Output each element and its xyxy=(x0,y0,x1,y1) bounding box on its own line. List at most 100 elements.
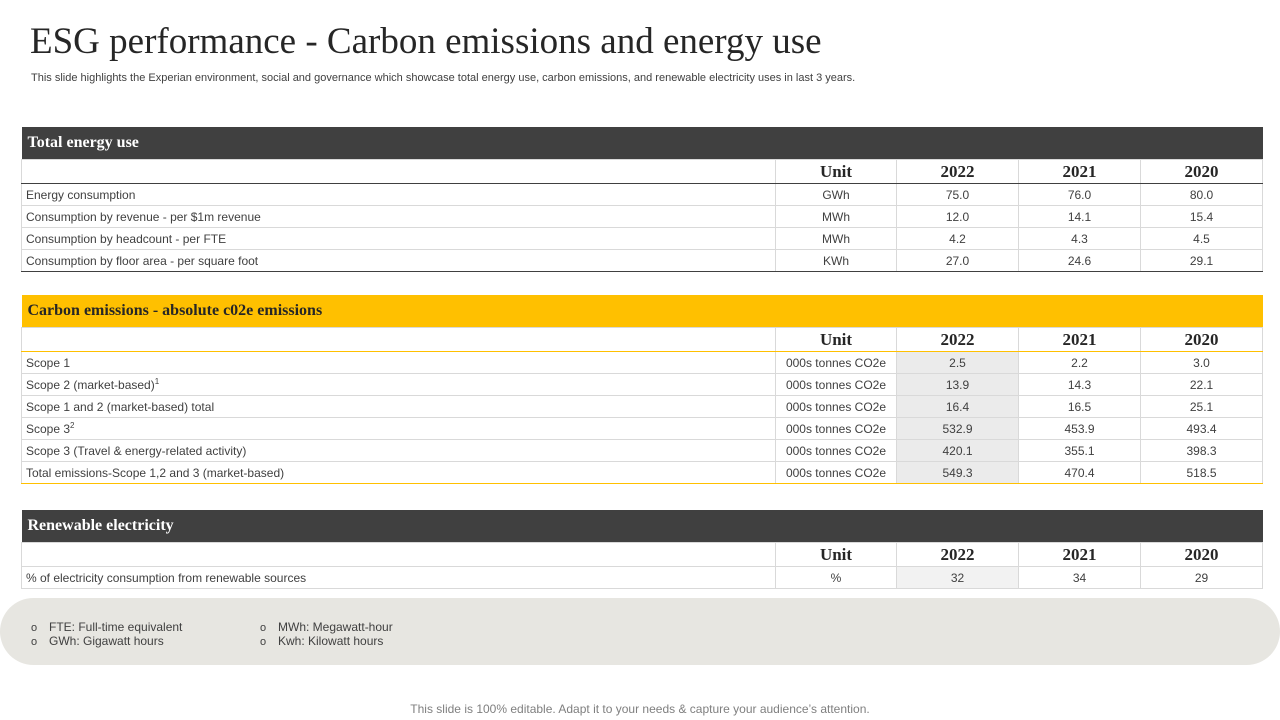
note-item: o Kwh: Kilowatt hours xyxy=(260,634,383,648)
renewable-unit-header: Unit xyxy=(775,542,897,567)
energy-table: Total energy use Unit 2022 2021 2020 Ene… xyxy=(21,127,1264,272)
carbon-blank-header xyxy=(21,327,776,352)
value-2020: 22.1 xyxy=(1139,373,1264,396)
value-2020: 80.0 xyxy=(1139,183,1264,206)
row-label: Scope 2 (market-based)1 xyxy=(21,373,776,396)
note-item: o FTE: Full-time equivalent xyxy=(31,620,182,634)
row-label: Scope 3 (Travel & energy-related activit… xyxy=(21,439,776,462)
abbreviations-panel: o FTE: Full-time equivalent o GWh: Gigawat… xyxy=(0,598,1280,665)
row-unit: 000s tonnes CO2e xyxy=(775,395,897,418)
row-label: % of electricity consumption from renewa… xyxy=(21,566,776,589)
value-2020: 15.4 xyxy=(1139,205,1264,228)
row-label: Scope 1 xyxy=(21,351,776,374)
renewable-blank-header xyxy=(21,542,776,567)
value-2021: 453.9 xyxy=(1018,417,1141,440)
energy-blank-header xyxy=(21,159,776,184)
note-item: o MWh: Megawatt-hour xyxy=(260,620,393,634)
note-text: MWh: Megawatt-hour xyxy=(278,620,393,634)
note-text: FTE: Full-time equivalent xyxy=(49,620,183,634)
value-2021: 355.1 xyxy=(1018,439,1141,462)
table-row: Consumption by floor area - per square f… xyxy=(21,249,1264,272)
footnote-marker: 2 xyxy=(70,421,75,430)
carbon-2021-header: 2021 xyxy=(1018,327,1141,352)
carbon-2022-header: 2022 xyxy=(896,327,1019,352)
row-unit: KWh xyxy=(775,249,897,272)
row-label: Consumption by floor area - per square f… xyxy=(21,249,776,272)
table-row: % of electricity consumption from renewa… xyxy=(21,566,1264,589)
carbon-2020-header: 2020 xyxy=(1139,327,1264,352)
value-2021: 14.3 xyxy=(1018,373,1141,396)
value-2021: 34 xyxy=(1018,566,1141,589)
footer-text: This slide is 100% editable. Adapt it to… xyxy=(410,702,870,716)
row-label-text: Scope 1 xyxy=(26,355,71,370)
renewable-2021-header: 2021 xyxy=(1018,542,1141,567)
carbon-heading: Carbon emissions - absolute c02e emissio… xyxy=(21,295,1263,328)
row-unit: % xyxy=(775,566,897,589)
page-title: ESG performance - Carbon emissions and e… xyxy=(30,21,822,62)
row-label: Scope 32 xyxy=(21,417,776,440)
row-label: Total emissions-Scope 1,2 and 3 (market-… xyxy=(21,461,776,484)
note-item: o GWh: Gigawatt hours xyxy=(31,634,164,648)
value-2022: 532.9 xyxy=(896,417,1019,440)
value-2022: 75.0 xyxy=(896,183,1019,206)
value-2021: 16.5 xyxy=(1018,395,1141,418)
table-row: Energy consumption GWh 75.0 76.0 80.0 xyxy=(21,183,1264,206)
renewable-2022-header: 2022 xyxy=(896,542,1019,567)
row-label-text: Scope 3 (Travel & energy-related activit… xyxy=(26,443,247,458)
value-2021: 470.4 xyxy=(1018,461,1141,484)
value-2022: 12.0 xyxy=(896,205,1019,228)
energy-2020-header: 2020 xyxy=(1139,159,1264,184)
energy-2022-header: 2022 xyxy=(896,159,1019,184)
bullet-icon: o xyxy=(260,636,267,648)
value-2021: 2.2 xyxy=(1018,351,1141,374)
renewable-2020-header: 2020 xyxy=(1139,542,1264,567)
bullet-icon: o xyxy=(260,622,267,634)
renewable-table: Renewable electricity Unit 2022 2021 202… xyxy=(21,510,1264,589)
row-unit: MWh xyxy=(775,205,897,228)
value-2021: 4.3 xyxy=(1018,227,1141,250)
value-2020: 493.4 xyxy=(1139,417,1264,440)
bullet-icon: o xyxy=(31,622,38,634)
footnote-marker: 1 xyxy=(154,377,160,386)
row-label: Energy consumption xyxy=(21,183,776,206)
row-unit: 000s tonnes CO2e xyxy=(775,373,897,396)
table-row: Scope 2 (market-based)1 000s tonnes CO2e… xyxy=(21,373,1264,396)
value-2022: 2.5 xyxy=(896,351,1019,374)
value-2022: 32 xyxy=(896,566,1019,589)
value-2020: 4.5 xyxy=(1139,227,1264,250)
carbon-table: Carbon emissions - absolute c02e emissio… xyxy=(21,295,1264,484)
table-row: Consumption by revenue - per $1m revenue… xyxy=(21,205,1264,228)
value-2022: 420.1 xyxy=(896,439,1019,462)
row-label-text: Scope 1 and 2 (market-based) total xyxy=(26,399,215,414)
value-2020: 29 xyxy=(1139,566,1264,589)
note-text: GWh: Gigawatt hours xyxy=(49,634,164,648)
row-unit: GWh xyxy=(775,183,897,206)
table-row: Total emissions-Scope 1,2 and 3 (market-… xyxy=(21,461,1264,484)
table-row: Consumption by headcount - per FTE MWh 4… xyxy=(21,227,1264,250)
value-2020: 29.1 xyxy=(1139,249,1264,272)
page-subtitle: This slide highlights the Experian envir… xyxy=(31,72,856,84)
energy-heading: Total energy use xyxy=(21,127,1263,160)
table-row: Scope 1 000s tonnes CO2e 2.5 2.2 3.0 xyxy=(21,351,1264,374)
row-label: Consumption by revenue - per $1m revenue xyxy=(21,205,776,228)
row-label-text: Scope 3 xyxy=(26,422,71,436)
carbon-unit-header: Unit xyxy=(775,327,897,352)
value-2020: 518.5 xyxy=(1139,461,1264,484)
row-unit: 000s tonnes CO2e xyxy=(775,351,897,374)
value-2022: 549.3 xyxy=(896,461,1019,484)
value-2020: 25.1 xyxy=(1139,395,1264,418)
value-2021: 76.0 xyxy=(1018,183,1141,206)
row-unit: 000s tonnes CO2e xyxy=(775,461,897,484)
value-2021: 24.6 xyxy=(1018,249,1141,272)
row-label-text: Scope 2 (market-based) xyxy=(26,378,155,392)
value-2022: 4.2 xyxy=(896,227,1019,250)
table-row: Scope 1 and 2 (market-based) total 000s … xyxy=(21,395,1264,418)
table-row: Scope 32 000s tonnes CO2e 532.9 453.9 49… xyxy=(21,417,1264,440)
table-row: Scope 3 (Travel & energy-related activit… xyxy=(21,439,1264,462)
value-2021: 14.1 xyxy=(1018,205,1141,228)
value-2020: 398.3 xyxy=(1139,439,1264,462)
energy-2021-header: 2021 xyxy=(1018,159,1141,184)
value-2022: 13.9 xyxy=(896,373,1019,396)
value-2022: 16.4 xyxy=(896,395,1019,418)
value-2020: 3.0 xyxy=(1139,351,1264,374)
